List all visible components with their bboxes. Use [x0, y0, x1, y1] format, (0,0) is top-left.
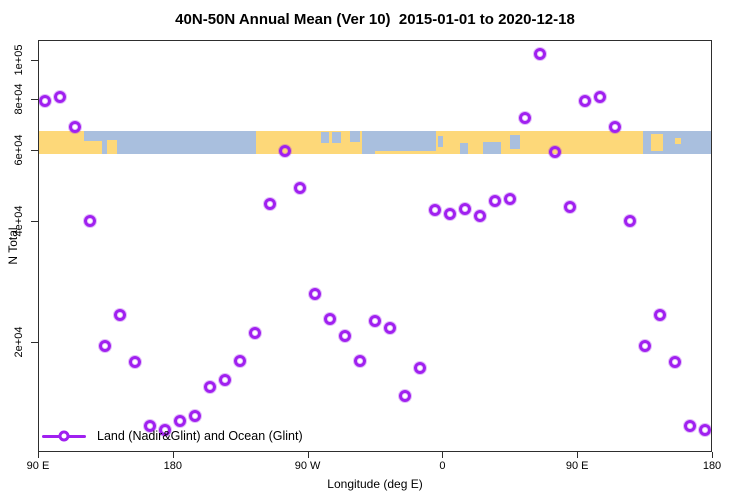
- x-axis-tick-label: 90 W: [294, 460, 321, 472]
- data-point: [309, 287, 322, 300]
- land-patch: [674, 137, 681, 145]
- ocean-segment: [331, 132, 341, 144]
- data-point: [324, 312, 337, 325]
- y-axis-tick: [31, 149, 38, 151]
- x-axis-tick-label: 0: [439, 460, 446, 472]
- data-point: [54, 90, 67, 103]
- data-point: [593, 90, 606, 103]
- plot-frame: [38, 40, 712, 452]
- x-axis-tick: [577, 452, 579, 458]
- data-point: [668, 355, 681, 368]
- data-point: [488, 195, 501, 208]
- data-point: [683, 420, 696, 433]
- data-point: [608, 120, 621, 133]
- data-point: [428, 204, 441, 216]
- ocean-segment: [482, 142, 501, 154]
- ocean-segment: [362, 130, 437, 154]
- data-point: [354, 354, 367, 367]
- data-point: [623, 214, 636, 227]
- data-point: [114, 309, 127, 322]
- data-point: [39, 94, 52, 107]
- ocean-segment: [84, 130, 103, 141]
- data-point: [638, 339, 651, 352]
- y-axis-tick: [31, 99, 38, 101]
- data-point: [578, 94, 591, 107]
- data-point: [398, 390, 411, 403]
- data-point: [219, 374, 232, 387]
- data-point: [369, 314, 381, 327]
- data-point: [458, 202, 471, 215]
- data-point: [339, 330, 352, 343]
- ocean-segment: [349, 130, 361, 143]
- y-axis-tick-label: 8e+04: [13, 83, 25, 115]
- x-axis-tick-label: 90 E: [565, 460, 589, 472]
- data-point: [144, 420, 157, 433]
- land-patch: [650, 134, 663, 152]
- x-axis-tick: [307, 452, 309, 458]
- x-axis-tick-label: 180: [163, 460, 182, 472]
- data-point: [189, 410, 202, 423]
- data-point: [264, 197, 277, 210]
- legend-circle-marker-icon: [58, 430, 70, 442]
- data-point: [548, 145, 561, 158]
- land-patch: [106, 139, 118, 154]
- legend: Land (Nadir&Glint) and Ocean (Glint): [42, 429, 303, 443]
- y-axis-tick: [31, 342, 38, 344]
- legend-label: Land (Nadir&Glint) and Ocean (Glint): [97, 429, 303, 443]
- ocean-segment: [102, 130, 256, 154]
- x-axis-title: Longitude (deg E): [327, 477, 423, 491]
- y-axis-tick-label: 2e+04: [13, 326, 25, 358]
- data-point: [204, 380, 217, 393]
- y-axis-title: N Total: [6, 227, 20, 265]
- chart-title: 40N-50N Annual Mean (Ver 10) 2015-01-01 …: [175, 11, 575, 28]
- data-point: [159, 424, 172, 437]
- legend-line-marker-icon: [42, 430, 86, 442]
- x-axis-tick: [38, 452, 39, 458]
- data-point: [473, 210, 486, 223]
- data-point: [69, 120, 82, 133]
- ocean-segment: [509, 135, 521, 150]
- data-point: [279, 145, 292, 158]
- ocean-segment: [460, 143, 468, 154]
- data-point: [563, 201, 576, 214]
- ocean-segment: [437, 136, 444, 147]
- data-point: [503, 193, 516, 206]
- data-point: [383, 321, 396, 334]
- x-axis-tick: [172, 452, 174, 458]
- y-axis-tick: [31, 220, 38, 222]
- land-patch: [375, 150, 437, 154]
- data-point: [234, 354, 247, 367]
- y-axis-tick-label: 1e+05: [13, 44, 25, 76]
- data-point: [294, 182, 307, 195]
- data-point: [249, 326, 262, 339]
- data-point: [533, 47, 546, 60]
- data-point: [129, 355, 142, 368]
- data-point: [443, 208, 456, 221]
- ocean-segment: [321, 132, 330, 144]
- data-point: [653, 309, 666, 322]
- data-point: [518, 111, 531, 124]
- data-point: [413, 361, 426, 374]
- x-axis-tick-label: 180: [702, 460, 722, 472]
- y-axis-tick-label: 6e+04: [13, 134, 25, 165]
- data-point: [174, 414, 187, 427]
- x-axis-tick: [442, 452, 444, 458]
- data-point: [698, 424, 711, 437]
- x-axis-tick-label: 90 E: [26, 460, 50, 472]
- y-axis-tick: [31, 59, 38, 61]
- data-point: [84, 214, 97, 227]
- data-point: [99, 339, 112, 352]
- x-axis-tick: [712, 452, 713, 458]
- world-map-band: [38, 130, 712, 154]
